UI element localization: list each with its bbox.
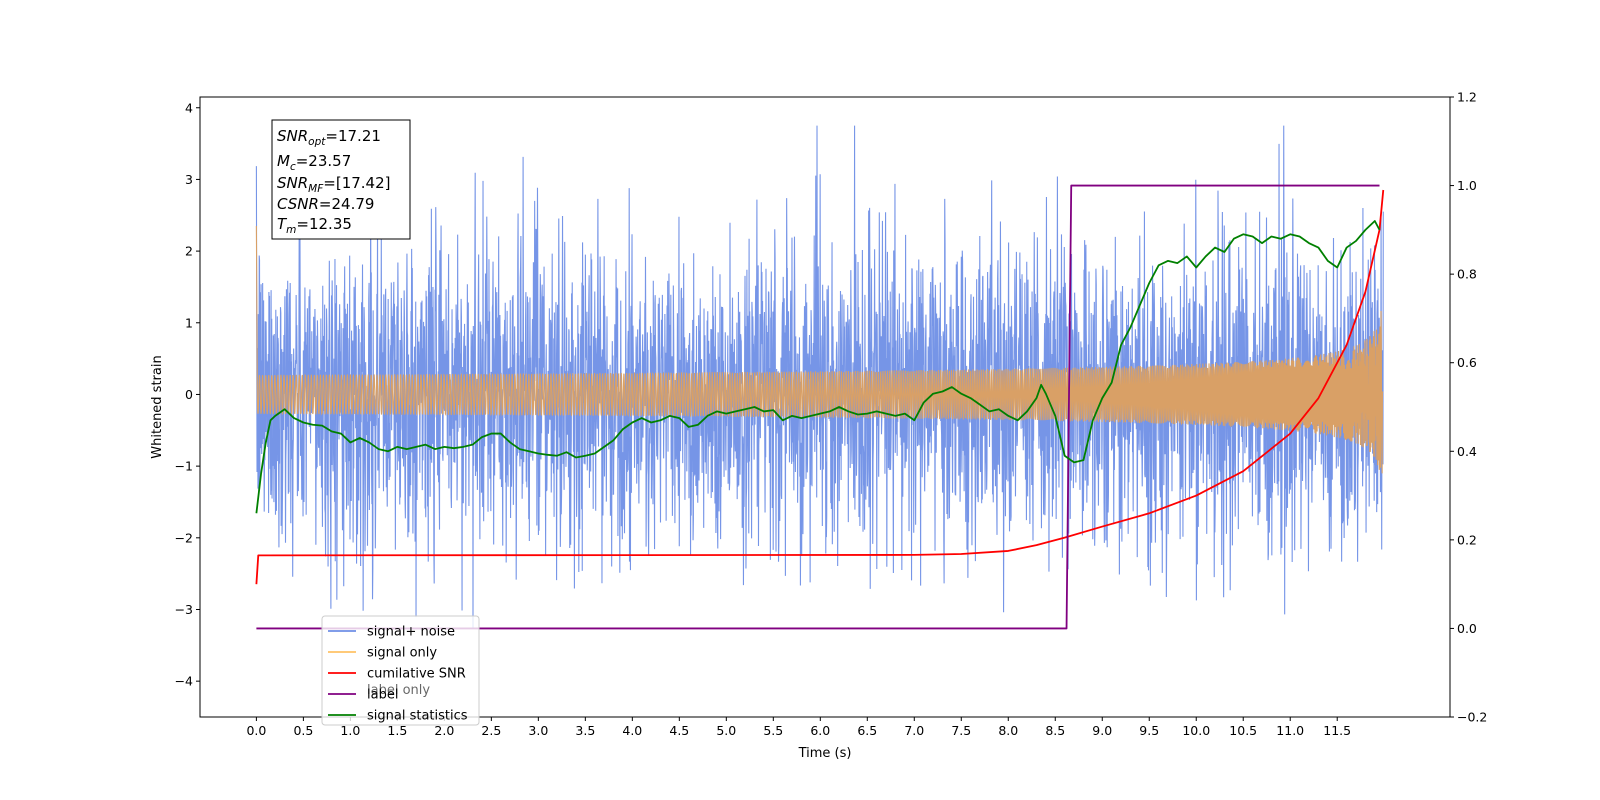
x-tick-label: 9.0 [1092,723,1112,738]
info-snr-mf: SNRMF=[17.42] [277,174,391,195]
x-tick-label: 5.0 [716,723,736,738]
y2-tick-label: 1.2 [1457,90,1477,105]
x-tick-label: 11.5 [1323,723,1351,738]
y-tick-label: −4 [175,674,193,689]
x-tick-label: 0.5 [293,723,313,738]
y-tick-label: −2 [175,530,193,545]
y2-tick-label: −0.2 [1457,710,1487,725]
series-layer [255,125,1385,630]
y2-tick-label: 0.0 [1457,621,1477,636]
info-csnr: CSNR=24.79 [277,195,374,213]
y-tick-label: −1 [175,459,193,474]
legend: label only signal+ noise signal only cumil… [321,615,480,726]
info-box: SNRopt=17.21 Mc=23.57 SNRMF=[17.42] CSNR… [271,119,411,240]
x-tick-label: 9.5 [1139,723,1159,738]
legend-label: signal+ noise [367,625,455,640]
y-tick-label: 2 [185,244,193,259]
legend-label: label [367,688,398,703]
x-tick-label: 3.5 [575,723,595,738]
y-tick-label: 3 [185,172,193,187]
legend-hidden-text: label only [367,683,430,698]
x-tick-label: 0.0 [246,723,266,738]
y2-tick-label: 1.0 [1457,178,1477,193]
x-tick-label: 8.5 [1045,723,1065,738]
x-tick-label: 11.0 [1276,723,1304,738]
y2-tick-label: 0.4 [1457,444,1477,459]
x-tick-label: 8.0 [998,723,1018,738]
x-tick-label: 10.5 [1229,723,1257,738]
legend-label: cumilative SNR [367,667,466,682]
x-tick-label: 4.5 [669,723,689,738]
axes-layer: 0.0 0.5 1.0 1.5 2.0 2.5 3.0 3.5 4.0 4.5 5.0 5.5 6.0 6… [175,90,1488,739]
y-tick-label: 0 [185,387,193,402]
x-tick-label: 5.5 [763,723,783,738]
y2-tick-label: 0.2 [1457,532,1477,547]
y-tick-label: −3 [175,602,193,617]
x-axis-label: Time (s) [798,746,852,761]
y2-tick-label: 0.6 [1457,355,1477,370]
x-tick-label: 1.5 [387,723,407,738]
series-signal-only [255,226,1384,474]
info-mc: Mc=23.57 [277,152,351,173]
x-tick-label: 7.0 [904,723,924,738]
x-tick-label: 2.5 [481,723,501,738]
x-tick-label: 6.5 [857,723,877,738]
y-tick-label: 4 [185,100,193,115]
y-tick-label: 1 [185,315,193,330]
series-cumulative-snr [255,189,1385,585]
x-tick-label: 6.0 [810,723,830,738]
series-label [256,184,1380,630]
y2-tick-label: 0.8 [1457,267,1477,282]
plot-frame [199,96,1451,718]
legend-label: signal statistics [367,709,468,724]
x-tick-label: 7.5 [951,723,971,738]
info-snr-opt: SNRopt=17.21 [277,127,381,148]
x-tick-label: 2.0 [434,723,454,738]
y-axis-label: Whitened strain [150,355,165,458]
x-tick-label: 10.0 [1182,723,1210,738]
legend-frame [321,615,480,726]
info-box-frame [271,119,411,240]
x-tick-label: 3.0 [528,723,548,738]
series-signal-statistics [255,220,1381,514]
info-tm: Tm=12.35 [277,215,352,236]
x-tick-label: 4.0 [622,723,642,738]
x-tick-label: 1.0 [340,723,360,738]
legend-label: signal only [367,646,437,661]
